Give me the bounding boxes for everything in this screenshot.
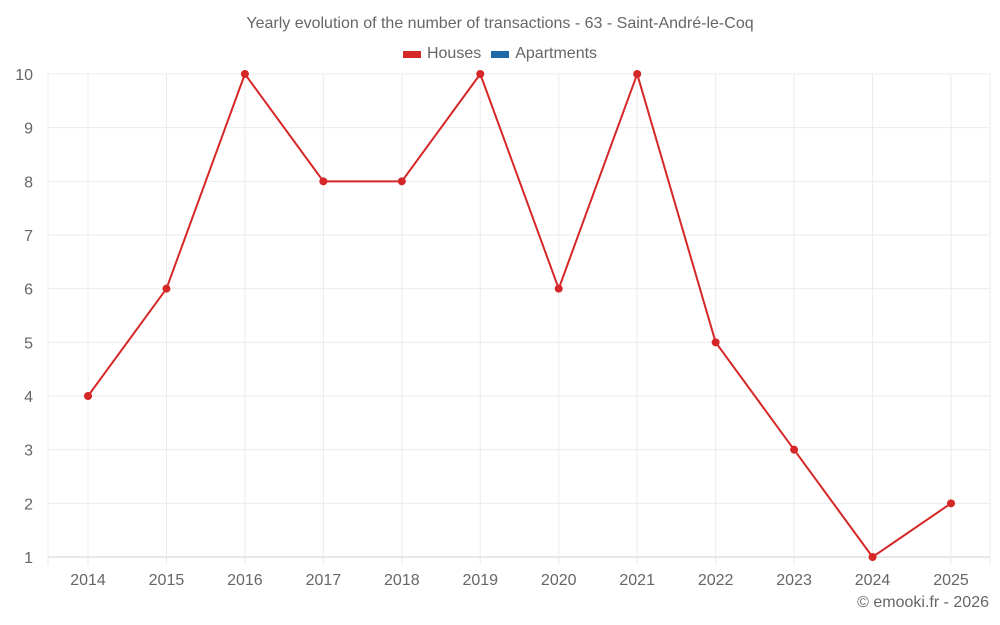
- legend-item-apartments[interactable]: Apartments: [491, 45, 597, 63]
- y-tick-label: 3: [24, 443, 33, 460]
- data-point[interactable]: [84, 392, 92, 400]
- y-tick-label: 5: [24, 335, 33, 352]
- series-line-houses: [87, 70, 952, 559]
- x-tick-label: 2016: [227, 572, 263, 589]
- x-tick-label: 2015: [149, 572, 185, 589]
- data-point[interactable]: [240, 70, 249, 78]
- legend-label-houses: Houses: [426, 45, 482, 62]
- data-point[interactable]: [711, 338, 720, 347]
- y-tick-label: 10: [15, 67, 33, 84]
- apartments-swatch-icon: [491, 50, 510, 58]
- chart-legend: Houses Apartments: [0, 45, 1000, 63]
- x-tick-label: 2020: [541, 572, 577, 589]
- data-point[interactable]: [633, 70, 642, 78]
- legend-label-apartments: Apartments: [515, 45, 598, 62]
- y-tick-label: 2: [24, 496, 33, 513]
- y-tick-label: 9: [24, 121, 33, 138]
- x-tick-label: 2014: [70, 572, 106, 589]
- x-tick-label: 2022: [698, 572, 734, 589]
- data-point[interactable]: [554, 284, 563, 293]
- y-tick-label: 1: [24, 550, 33, 567]
- y-tick-label: 6: [24, 282, 33, 299]
- data-point[interactable]: [868, 553, 877, 561]
- y-tick-label: 7: [24, 228, 33, 245]
- x-tick-label: 2019: [462, 572, 498, 589]
- y-tick-label: 4: [24, 389, 33, 406]
- data-point[interactable]: [790, 445, 799, 454]
- data-point[interactable]: [162, 284, 171, 293]
- x-tick-label: 2024: [855, 572, 891, 589]
- data-point[interactable]: [476, 70, 485, 78]
- data-point[interactable]: [319, 177, 328, 186]
- x-tick-label: 2025: [933, 572, 969, 589]
- legend-item-houses[interactable]: Houses: [402, 45, 482, 63]
- x-tick-label: 2018: [384, 572, 420, 589]
- x-tick-label: 2023: [776, 572, 812, 589]
- copyright-credit: © emooki.fr - 2026: [857, 594, 989, 611]
- x-tick-label: 2021: [619, 572, 655, 589]
- x-tick-label: 2017: [306, 572, 342, 589]
- houses-swatch-icon: [402, 50, 421, 58]
- chart-title: Yearly evolution of the number of transa…: [246, 15, 754, 32]
- data-point[interactable]: [397, 177, 406, 186]
- y-tick-label: 8: [24, 174, 33, 191]
- data-point[interactable]: [947, 499, 955, 508]
